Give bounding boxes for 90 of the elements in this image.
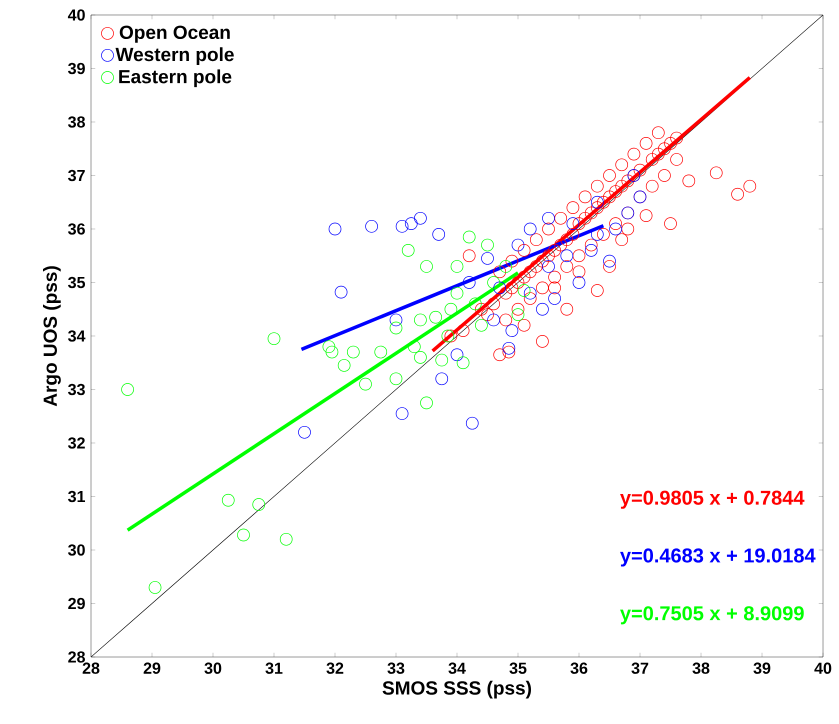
point — [121, 383, 134, 396]
point — [390, 322, 402, 334]
y-tick-label: 36 — [68, 223, 85, 235]
point — [396, 407, 408, 420]
x-tick-label: 32 — [326, 662, 344, 674]
point — [536, 302, 549, 316]
y-tick-label: 33 — [68, 384, 85, 396]
point — [414, 351, 427, 364]
x-tick-label: 40 — [814, 662, 832, 674]
point — [222, 494, 235, 507]
point — [560, 249, 574, 262]
x-tick-label: 30 — [204, 662, 222, 674]
y-tick-label: 35 — [68, 276, 86, 288]
y-tick-label: 29 — [68, 598, 85, 610]
point — [450, 286, 464, 300]
point — [435, 372, 448, 386]
point — [374, 346, 388, 358]
point — [396, 220, 408, 233]
y-tick-label: 38 — [68, 116, 85, 128]
point — [408, 340, 421, 354]
point — [322, 340, 336, 354]
point — [346, 346, 360, 358]
point — [414, 314, 427, 326]
point — [365, 220, 378, 233]
x-tick-label: 39 — [753, 662, 770, 674]
y-tick-label: 40 — [68, 9, 85, 21]
point — [475, 318, 488, 332]
x-tick-label: 33 — [387, 662, 404, 674]
legend-label: Eastern pole — [119, 69, 232, 88]
point — [390, 372, 402, 386]
point — [487, 276, 500, 289]
annotation: y=0.4683 x + 19.0184 — [620, 548, 816, 567]
point — [548, 292, 561, 305]
point — [338, 359, 350, 372]
point — [268, 332, 280, 346]
point — [326, 346, 338, 358]
point — [435, 354, 448, 366]
x-axis-title: SMOS SSS (pss) — [382, 680, 531, 698]
y-tick-label: 30 — [68, 544, 85, 556]
annotation: y=0.9805 x + 0.7844 — [620, 490, 804, 509]
point — [414, 212, 427, 225]
y-tick-label: 39 — [68, 62, 85, 74]
point — [280, 532, 293, 546]
point — [390, 314, 402, 326]
point — [359, 378, 372, 390]
y-tick-label: 32 — [68, 437, 85, 449]
x-tick-label: 34 — [448, 662, 466, 674]
x-tick-label: 36 — [570, 662, 588, 674]
point — [502, 342, 516, 355]
point — [542, 212, 555, 225]
point — [456, 356, 470, 370]
annotation: y=0.7505 x + 8.9099 — [620, 606, 804, 624]
point — [252, 498, 266, 511]
point — [404, 217, 418, 230]
point — [444, 302, 458, 316]
x-tick-label: 37 — [631, 662, 648, 674]
point — [402, 244, 415, 257]
point — [481, 252, 494, 265]
point — [524, 222, 537, 236]
point — [506, 324, 518, 337]
y-tick-label: 34 — [68, 330, 86, 342]
y-tick-label: 31 — [68, 490, 86, 502]
point — [298, 426, 311, 439]
point — [462, 230, 476, 244]
x-tick-label: 31 — [265, 662, 282, 674]
point — [481, 238, 494, 252]
y-tick-label: 28 — [68, 651, 85, 663]
point — [450, 348, 464, 362]
legend-label: Open Ocean — [120, 26, 230, 43]
point — [442, 330, 454, 342]
point — [450, 260, 464, 273]
point — [420, 260, 433, 273]
x-tick-label: 29 — [144, 662, 160, 674]
point — [432, 228, 446, 241]
y-tick-label: 37 — [68, 170, 85, 182]
x-tick-label: 38 — [692, 662, 710, 674]
point — [518, 284, 530, 297]
point — [420, 396, 433, 410]
point — [328, 222, 342, 236]
point — [429, 310, 442, 324]
x-tick-label: 28 — [82, 662, 100, 674]
point — [466, 416, 479, 430]
point — [237, 528, 250, 542]
x-tick-label: 35 — [509, 662, 526, 674]
point — [148, 581, 162, 594]
legend-label: Western pole — [116, 47, 234, 65]
point — [572, 276, 586, 289]
point — [462, 276, 476, 289]
point — [334, 286, 348, 298]
y-axis-title: Argo UOS (pss) — [43, 266, 61, 406]
